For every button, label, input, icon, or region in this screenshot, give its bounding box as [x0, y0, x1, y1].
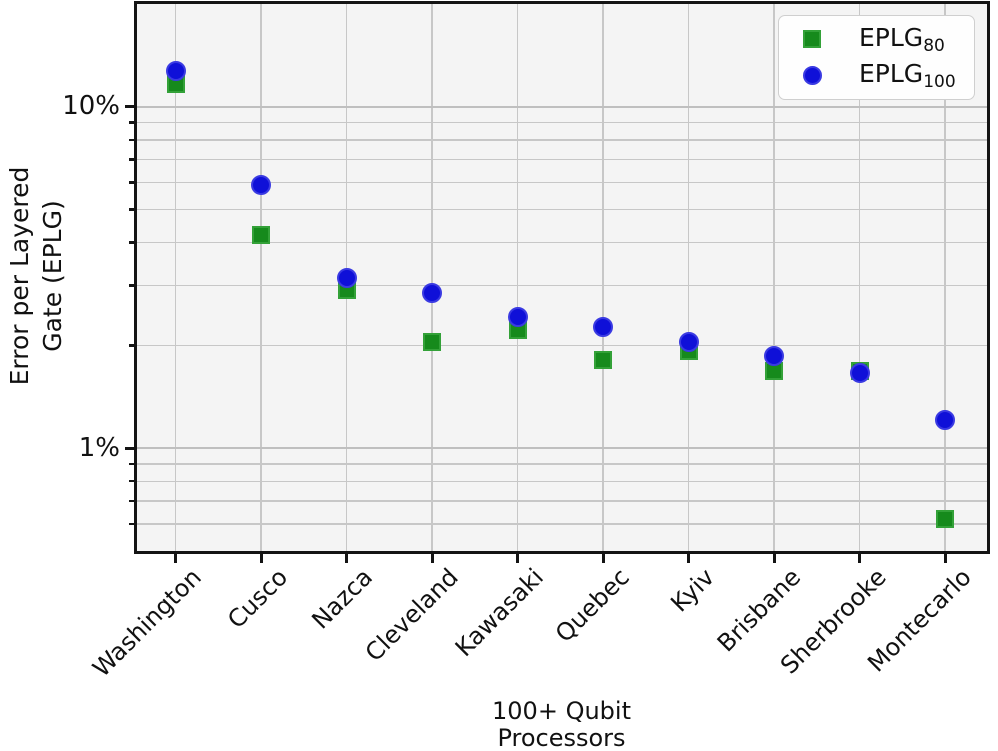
minor-gridline	[136, 480, 987, 483]
legend-label-eplg100: EPLG100	[859, 58, 956, 92]
y-minor-tick	[128, 121, 137, 124]
x-tick-label-cleveland: Cleveland	[359, 563, 464, 667]
eplg80-marker-cusco	[252, 226, 270, 245]
x-tick	[345, 552, 348, 563]
vertical-gridline	[431, 4, 433, 551]
y-minor-tick	[128, 208, 137, 211]
minor-gridline	[136, 523, 987, 525]
y-minor-tick	[128, 344, 137, 347]
eplg100-marker-sherbrooke	[849, 363, 870, 384]
y-minor-tick	[128, 522, 137, 526]
eplg100-marker-kawasaki	[507, 307, 528, 328]
eplg100-marker-quebec	[593, 316, 613, 337]
legend: EPLG80 EPLG100	[778, 15, 975, 100]
eplg100-marker-kyiv	[678, 331, 699, 352]
x-tick	[687, 552, 690, 563]
y-minor-tick	[128, 241, 137, 244]
eplg100-marker-nazca	[336, 268, 357, 289]
x-tick	[601, 552, 605, 563]
x-tick	[259, 552, 263, 563]
x-tick	[516, 552, 519, 563]
legend-item-eplg100: EPLG100	[779, 57, 974, 93]
vertical-gridline	[260, 4, 262, 551]
vertical-gridline	[516, 4, 519, 551]
eplg100-marker-cusco	[251, 175, 271, 196]
major-gridline	[136, 105, 987, 108]
minor-gridline	[136, 463, 987, 465]
x-tick	[174, 552, 177, 563]
minor-gridline	[136, 181, 987, 184]
legend-item-eplg80: EPLG80	[779, 21, 974, 57]
y-minor-tick	[128, 158, 137, 161]
x-axis-label-line1: 100+ Qubit	[492, 697, 631, 725]
y-axis-label-line1: Error per Layered	[5, 166, 34, 386]
x-axis-label-line2: Processors	[497, 724, 626, 751]
eplg100-marker-montecarlo	[935, 409, 955, 430]
x-tick	[943, 552, 947, 563]
eplg80-marker-quebec	[594, 351, 612, 370]
eplg80-marker-cleveland	[423, 332, 441, 351]
x-tick-label-quebec: Quebec	[549, 563, 635, 648]
major-gridline	[136, 447, 987, 450]
y-minor-tick	[128, 284, 137, 287]
minor-gridline	[136, 208, 987, 211]
x-tick-label-cusco: Cusco	[221, 563, 293, 634]
y-minor-tick	[128, 480, 137, 483]
x-tick-label-washington: Washington	[87, 563, 208, 683]
minor-gridline	[136, 121, 987, 124]
y-minor-tick	[128, 499, 137, 503]
eplg100-marker-brisbane	[764, 346, 784, 367]
eplg100-marker-cleveland	[422, 282, 442, 303]
vertical-gridline	[858, 4, 861, 551]
legend-marker-box	[801, 65, 823, 85]
eplg80-square-marker-icon	[803, 30, 821, 48]
vertical-gridline	[773, 4, 775, 551]
minor-gridline	[136, 241, 987, 244]
eplg100-circle-marker-icon	[802, 65, 822, 85]
x-tick-label-kawasaki: Kawasaki	[450, 563, 550, 663]
minor-gridline	[136, 500, 987, 502]
y-tick-label: 10%	[62, 91, 120, 122]
eplg80-marker-montecarlo	[936, 510, 954, 529]
y-major-tick	[124, 446, 137, 450]
minor-gridline	[136, 139, 987, 141]
vertical-gridline	[944, 4, 946, 551]
vertical-gridline	[687, 4, 690, 551]
y-minor-tick	[128, 462, 137, 466]
x-tick	[430, 552, 434, 563]
minor-gridline	[136, 344, 987, 347]
x-tick	[858, 552, 861, 563]
y-tick-label: 1%	[78, 432, 120, 463]
vertical-gridline	[602, 4, 604, 551]
legend-label-eplg80: EPLG80	[859, 22, 945, 56]
legend-marker-box	[801, 30, 823, 48]
x-axis-label: 100+ Qubit Processors	[136, 697, 987, 751]
eplg100-marker-washington	[165, 61, 186, 82]
minor-gridline	[136, 284, 987, 287]
y-major-tick	[124, 105, 137, 109]
x-tick-label-nazca: Nazca	[306, 563, 379, 635]
y-minor-tick	[128, 181, 137, 184]
x-tick	[772, 552, 776, 563]
minor-gridline	[136, 158, 987, 161]
vertical-gridline	[174, 4, 177, 551]
y-minor-tick	[128, 138, 137, 142]
x-tick-label-kyiv: Kyiv	[665, 563, 721, 618]
